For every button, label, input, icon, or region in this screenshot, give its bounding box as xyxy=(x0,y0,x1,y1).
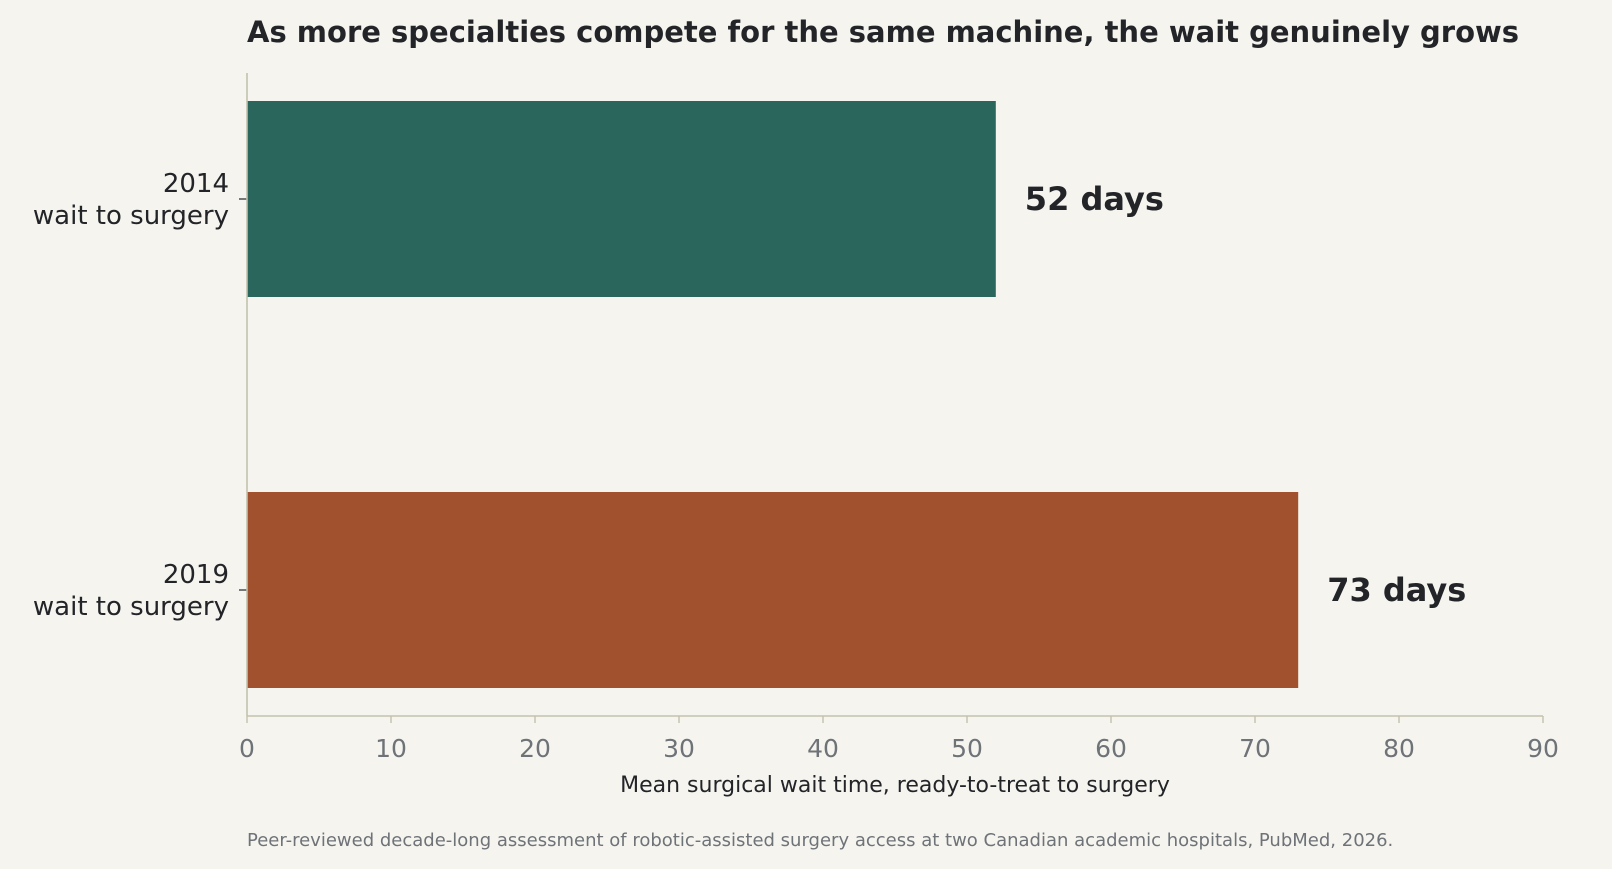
bar-2019 xyxy=(247,492,1299,688)
x-tick-label-40: 40 xyxy=(807,734,839,763)
y-tick-label-2014-line2: wait to surgery xyxy=(33,201,229,231)
y-tick-label-2019-line1: 2019 xyxy=(163,560,229,590)
y-tick-label-2014-line1: 2014 xyxy=(163,169,229,199)
x-tick-label-10: 10 xyxy=(375,734,407,763)
bar-2014 xyxy=(247,101,996,297)
value-label-2014: 52 days xyxy=(1025,180,1164,218)
x-tick-label-80: 80 xyxy=(1383,734,1415,763)
chart-title: As more specialties compete for the same… xyxy=(247,15,1519,49)
x-axis-label: Mean surgical wait time, ready-to-treat … xyxy=(620,773,1170,798)
x-tick-label-30: 30 xyxy=(663,734,695,763)
x-tick-label-60: 60 xyxy=(1095,734,1127,763)
x-tick-label-50: 50 xyxy=(951,734,983,763)
x-tick-label-70: 70 xyxy=(1239,734,1271,763)
x-tick-label-0: 0 xyxy=(239,734,255,763)
x-tick-label-20: 20 xyxy=(519,734,551,763)
y-tick-label-2019-line2: wait to surgery xyxy=(33,592,229,622)
x-tick-label-90: 90 xyxy=(1527,734,1559,763)
bars: 52 days 73 days xyxy=(247,101,1466,688)
value-label-2019: 73 days xyxy=(1327,571,1466,609)
source-note: Peer-reviewed decade-long assessment of … xyxy=(247,830,1393,851)
